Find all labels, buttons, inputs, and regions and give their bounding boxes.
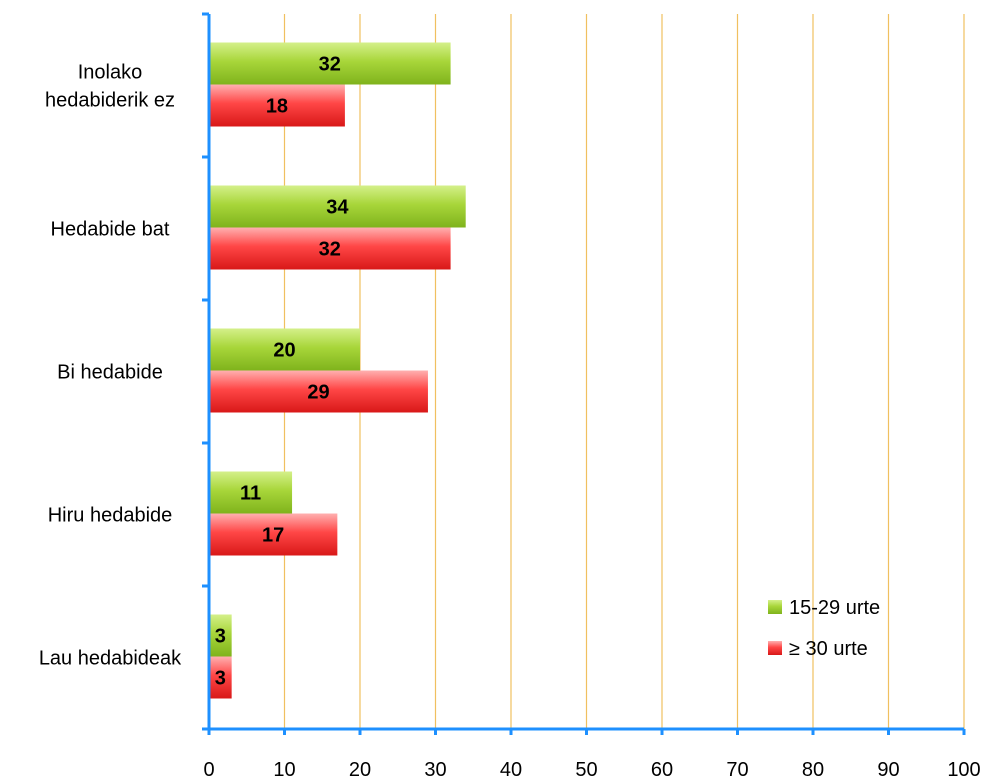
- bar-old: [209, 84, 345, 127]
- x-tick-label: 40: [500, 759, 522, 778]
- bar-young: [209, 471, 293, 514]
- x-tick-label: 60: [651, 759, 673, 778]
- bars: [209, 42, 466, 699]
- legend-label: ≥ 30 urte: [789, 638, 868, 660]
- category-label: Bi hedabide: [57, 362, 163, 384]
- x-tick-label: 10: [273, 759, 295, 778]
- data-label: 18: [266, 96, 288, 118]
- labels: 0 10 20 30 40 50 60 70 80 90 100 32 18 Inolako hedabid…: [39, 54, 981, 778]
- x-tick-label: 30: [424, 759, 446, 778]
- x-tick-label: 80: [802, 759, 824, 778]
- bar-old: [209, 370, 428, 413]
- data-label: 3: [215, 626, 226, 648]
- x-tick-label: 90: [877, 759, 899, 778]
- bar-old: [209, 513, 338, 556]
- legend-swatch: [768, 600, 782, 614]
- bar-young: [209, 42, 451, 85]
- gridlines: [283, 14, 965, 729]
- axes: [202, 12, 966, 735]
- bar-young: [209, 614, 232, 657]
- bar-young: [209, 185, 466, 228]
- legend-label: 15-29 urte: [789, 597, 880, 619]
- x-tick-label: 0: [203, 759, 214, 778]
- data-label: 11: [240, 483, 261, 505]
- x-tick-label: 50: [575, 759, 597, 778]
- data-label: 32: [319, 239, 341, 261]
- bar-old: [209, 656, 232, 699]
- x-tick-label: 70: [726, 759, 748, 778]
- legend-swatch: [768, 641, 782, 655]
- category-label: Inolako hedabiderik ez: [45, 62, 175, 112]
- data-label: 34: [326, 197, 349, 219]
- data-label: 32: [319, 54, 341, 76]
- bar-old: [209, 227, 451, 270]
- category-label: Lau hedabideak: [39, 648, 182, 670]
- data-label: 29: [307, 382, 329, 404]
- data-label: 17: [262, 525, 284, 547]
- x-tick-label: 20: [349, 759, 371, 778]
- bar-young: [209, 328, 360, 371]
- data-label: 3: [215, 668, 226, 690]
- category-label: Hiru hedabide: [48, 505, 173, 527]
- x-tick-label: 100: [947, 759, 980, 778]
- legend: 15-29 urte ≥ 30 urte: [768, 597, 880, 660]
- data-label: 20: [273, 340, 295, 362]
- category-label: Hedabide bat: [51, 219, 170, 241]
